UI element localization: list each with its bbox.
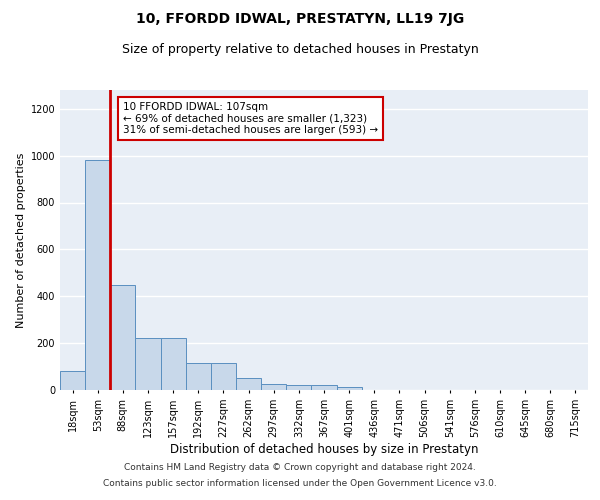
Bar xyxy=(161,338,186,390)
Text: 10 FFORDD IDWAL: 107sqm
← 69% of detached houses are smaller (1,323)
31% of semi: 10 FFORDD IDWAL: 107sqm ← 69% of detache… xyxy=(123,102,378,135)
Text: Contains public sector information licensed under the Open Government Licence v3: Contains public sector information licen… xyxy=(103,478,497,488)
Bar xyxy=(60,371,85,390)
Bar xyxy=(261,384,286,390)
Bar xyxy=(136,338,161,390)
Text: Contains HM Land Registry data © Crown copyright and database right 2024.: Contains HM Land Registry data © Crown c… xyxy=(124,464,476,472)
Text: 10, FFORDD IDWAL, PRESTATYN, LL19 7JG: 10, FFORDD IDWAL, PRESTATYN, LL19 7JG xyxy=(136,12,464,26)
Bar xyxy=(186,363,211,390)
X-axis label: Distribution of detached houses by size in Prestatyn: Distribution of detached houses by size … xyxy=(170,442,478,456)
Text: Size of property relative to detached houses in Prestatyn: Size of property relative to detached ho… xyxy=(122,42,478,56)
Bar xyxy=(311,386,337,390)
Bar xyxy=(110,284,136,390)
Bar xyxy=(337,386,362,390)
Bar xyxy=(286,385,311,390)
Bar xyxy=(211,363,236,390)
Bar xyxy=(85,160,110,390)
Bar xyxy=(236,378,261,390)
Y-axis label: Number of detached properties: Number of detached properties xyxy=(16,152,26,328)
